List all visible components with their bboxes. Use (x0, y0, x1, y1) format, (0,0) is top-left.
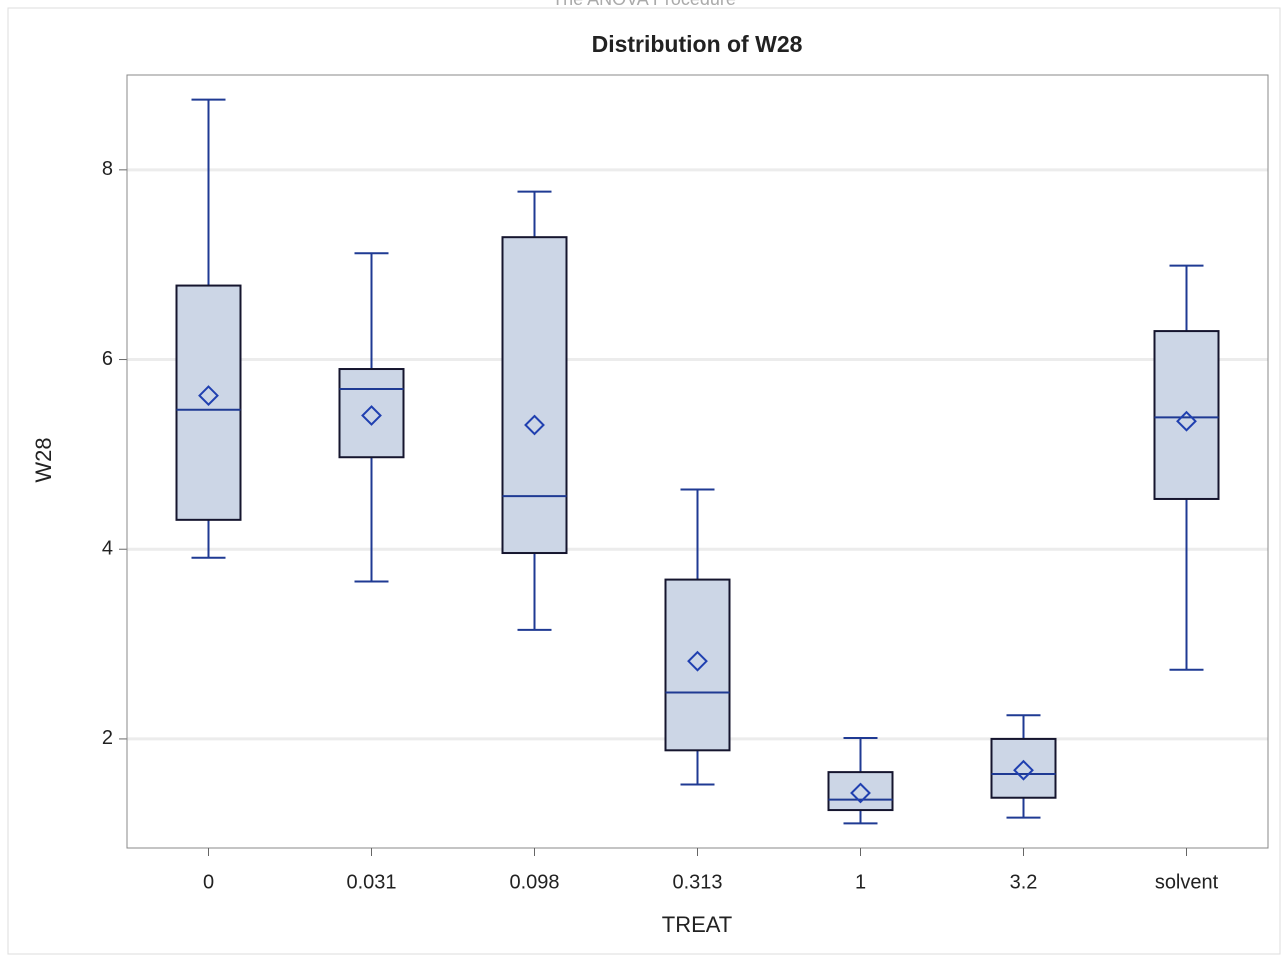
header: The ANOVA Procedure (552, 0, 736, 9)
box (990, 737, 1057, 799)
mean-marker (198, 385, 219, 406)
mean-marker (1013, 759, 1034, 781)
mean-marker (361, 405, 382, 426)
chart-title: Distribution of W28 (592, 31, 803, 57)
x-tick-label: 0.031 (346, 871, 396, 893)
box (175, 284, 242, 521)
x-tick-label: 0.313 (672, 871, 722, 893)
box (664, 578, 731, 752)
mean-marker (1176, 410, 1197, 432)
box (338, 368, 405, 459)
x-tick-label: 3.2 (1010, 871, 1038, 893)
box (1153, 330, 1220, 500)
y-tick-label: 4 (102, 538, 113, 560)
box (827, 771, 894, 812)
mean-marker (850, 782, 871, 804)
y-tick-label: 2 (102, 727, 113, 749)
y-tick-label: 8 (102, 158, 113, 180)
x-tick-label: 0.098 (509, 871, 559, 893)
x-tick-label: 0 (203, 871, 214, 893)
y-axis-label: W28 (31, 437, 56, 482)
mean-marker (524, 414, 545, 436)
frame (7, 7, 1281, 955)
box (501, 236, 568, 555)
y-tick-label: 6 (102, 348, 113, 370)
x-tick-label: 1 (855, 871, 866, 893)
x-axis-label: TREAT (662, 912, 732, 937)
mean-marker (687, 650, 708, 672)
x-tick-label: solvent (1155, 871, 1219, 893)
